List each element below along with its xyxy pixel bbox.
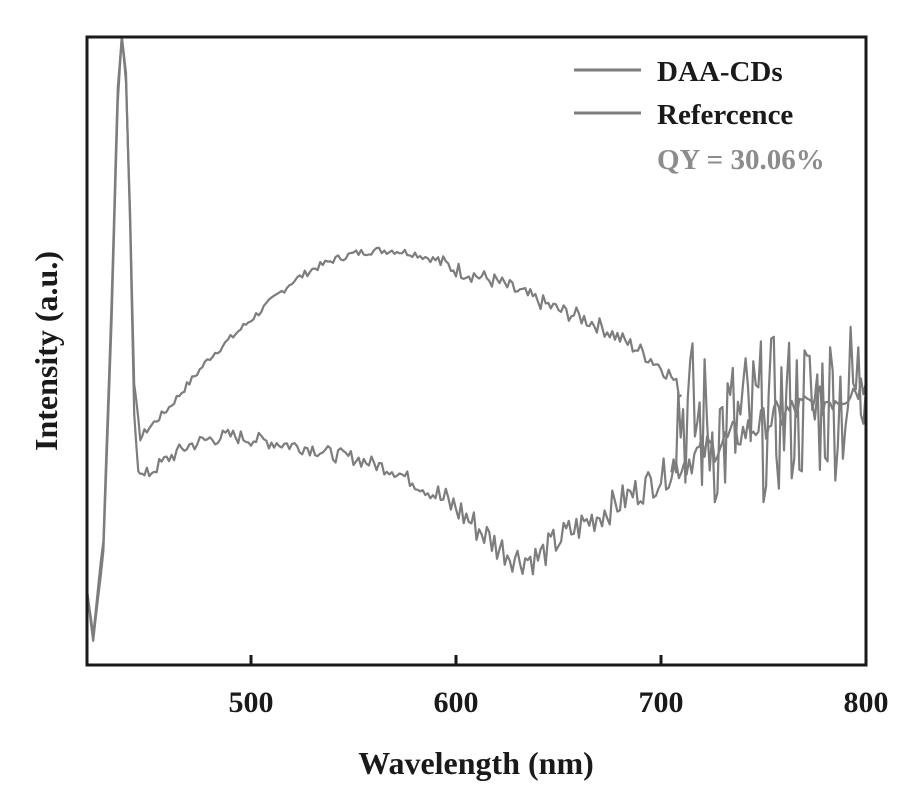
y-axis-title: Intensity (a.u.) <box>28 251 64 451</box>
x-tick-label-800: 800 <box>844 686 889 719</box>
legend-label-refercence: Refercence <box>657 99 793 131</box>
x-axis-title: Wavelength (nm) <box>358 745 594 781</box>
series-line-tail-2 <box>671 327 866 502</box>
x-tick-label-700: 700 <box>639 686 684 719</box>
legend: DAA-CDs Refercence QY = 30.06% <box>574 56 825 176</box>
legend-label-daa-cds: DAA-CDs <box>657 56 783 88</box>
plot-frame <box>87 37 866 665</box>
x-tick-label-500: 500 <box>229 686 274 719</box>
x-tick-label-600: 600 <box>434 686 479 719</box>
series-line-daa-cds <box>87 38 682 641</box>
qy-annotation: QY = 30.06% <box>657 144 825 176</box>
